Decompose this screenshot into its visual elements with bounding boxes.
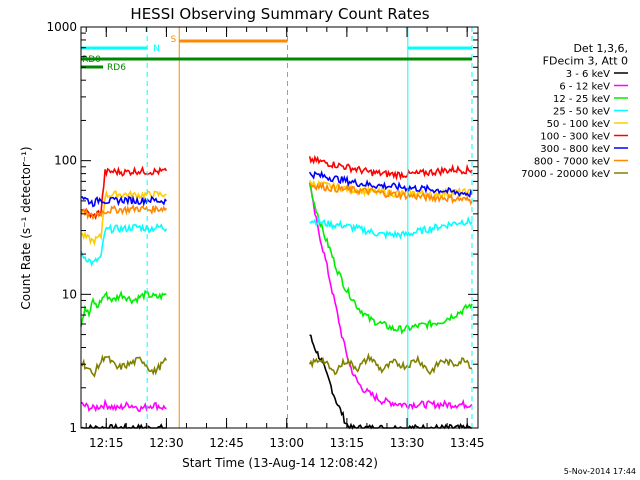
y-tick-label: 100 — [54, 154, 77, 168]
y-tick-label: 10 — [62, 287, 77, 301]
series-line — [80, 203, 168, 221]
series-3-6-keV-trace — [80, 334, 472, 430]
series-line — [308, 182, 473, 335]
status-bar-label: RD0 — [82, 55, 101, 65]
series-12-25-keV-trace — [80, 182, 473, 335]
legend-entry-label: 800 - 7000 keV — [534, 157, 610, 168]
plot-frame — [80, 26, 479, 429]
series-7000-20000-keV-trace — [80, 352, 473, 378]
status-bar-label: S — [171, 35, 177, 45]
series-6-12-keV-trace — [80, 183, 473, 413]
y-axis-label: Count Rate (s⁻¹ detector⁻¹) — [19, 146, 33, 309]
series-line — [308, 154, 473, 181]
series-line — [80, 398, 167, 413]
legend: Det 1,3,6,FDecim 3, Att 03 - 6 keV 6 - 12… — [521, 42, 628, 180]
x-tick-label: 12:30 — [149, 436, 184, 450]
series-line — [309, 334, 472, 430]
legend-entry-label: 25 - 50 keV — [553, 107, 610, 118]
legend-entry-label: 300 - 800 keV — [540, 144, 610, 155]
legend-header: Det 1,3,6, — [573, 42, 628, 55]
series-line — [308, 170, 473, 198]
x-tick-label: 12:15 — [89, 436, 124, 450]
series-line — [308, 183, 473, 411]
x-tick-label: 12:45 — [209, 436, 244, 450]
x-tick-label: 13:30 — [390, 436, 425, 450]
x-tick-label: 13:15 — [330, 436, 365, 450]
series-line — [80, 289, 167, 327]
y-tick-label: 1 — [69, 421, 77, 435]
y-tick-label: 1000 — [46, 20, 77, 34]
legend-entry-label: 50 - 100 keV — [547, 119, 611, 130]
legend-entry-label: 100 - 300 keV — [540, 132, 610, 143]
series-800-7000-keV-trace — [80, 180, 473, 221]
legend-entry-label: 12 - 25 keV — [553, 94, 610, 105]
legend-entry-label: 7000 - 20000 keV — [521, 169, 610, 180]
status-bar-label: N — [153, 44, 160, 54]
plot-area: N S RD0 RD6 — [80, 27, 473, 430]
timestamp-label: 5-Nov-2014 17:44 — [564, 467, 636, 476]
series-line — [309, 215, 473, 240]
legend-entry-label: 3 - 6 keV — [566, 69, 610, 80]
axes: 12:15 12:30 12:45 13:00 13:15 13:30 13:45 1 10 10… — [46, 20, 484, 450]
legend-entry-label: 6 - 12 keV — [559, 82, 610, 93]
legend-header: FDecim 3, Att 0 — [543, 55, 628, 68]
series-25-50-keV-trace — [80, 215, 473, 267]
series-line — [80, 195, 167, 208]
x-tick-label: 13:45 — [450, 436, 485, 450]
series-line — [309, 180, 473, 206]
series-line — [308, 352, 473, 376]
chart-title: HESSI Observing Summary Count Rates — [130, 5, 429, 23]
series-300-800-keV-trace — [80, 170, 473, 208]
x-axis-label: Start Time (13-Aug-14 12:08:42) — [182, 456, 378, 470]
series-line — [80, 354, 168, 378]
x-tick-label: 13:00 — [269, 436, 304, 450]
status-bar-label: RD6 — [107, 63, 126, 73]
series-line — [80, 222, 168, 267]
